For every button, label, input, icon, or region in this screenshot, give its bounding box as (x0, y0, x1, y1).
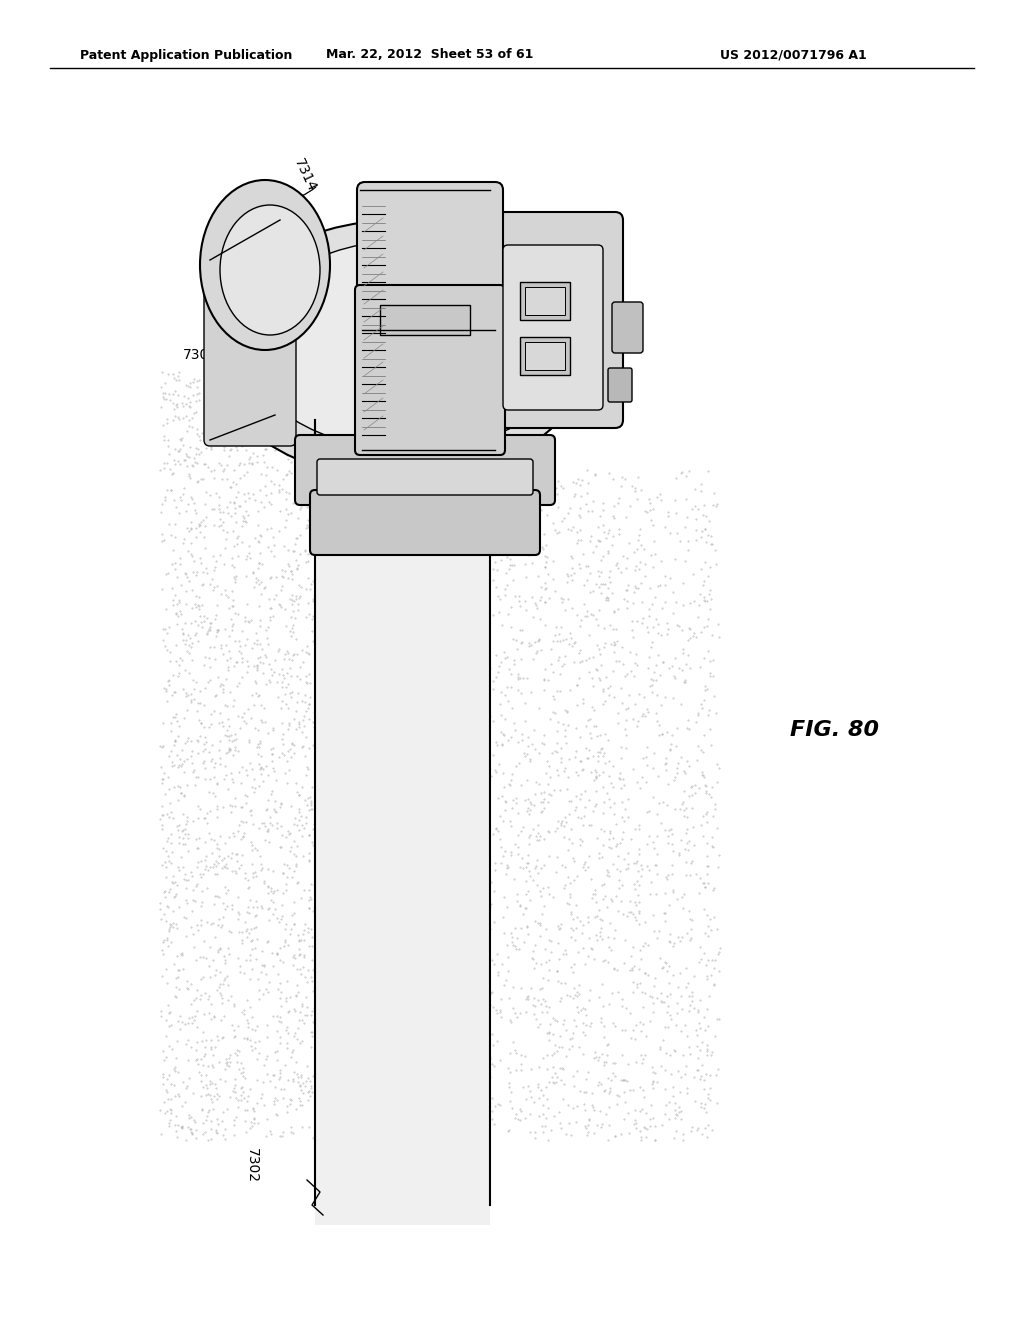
Ellipse shape (245, 240, 575, 450)
FancyBboxPatch shape (612, 302, 643, 352)
Text: 7314: 7314 (291, 156, 318, 194)
FancyBboxPatch shape (295, 436, 555, 506)
Text: Mar. 22, 2012  Sheet 53 of 61: Mar. 22, 2012 Sheet 53 of 61 (327, 49, 534, 62)
Bar (520, 282, 570, 319)
FancyBboxPatch shape (503, 246, 603, 411)
FancyBboxPatch shape (357, 182, 503, 318)
Ellipse shape (210, 220, 590, 480)
Bar (315, 420, 490, 1225)
Bar (380, 305, 470, 335)
Ellipse shape (220, 205, 319, 335)
Text: 7304: 7304 (566, 371, 594, 409)
Text: FIG. 80: FIG. 80 (790, 719, 879, 741)
Text: 7302: 7302 (245, 1147, 259, 1183)
Ellipse shape (200, 180, 330, 350)
FancyBboxPatch shape (310, 490, 540, 554)
Text: 7308: 7308 (182, 348, 217, 362)
FancyBboxPatch shape (608, 368, 632, 403)
Bar (520, 337, 570, 375)
Text: Patent Application Publication: Patent Application Publication (80, 49, 293, 62)
FancyBboxPatch shape (204, 234, 296, 446)
Bar (525, 286, 565, 315)
FancyBboxPatch shape (487, 213, 623, 428)
Text: 1502: 1502 (561, 226, 589, 264)
Text: US 2012/0071796 A1: US 2012/0071796 A1 (720, 49, 866, 62)
FancyBboxPatch shape (317, 459, 534, 495)
FancyBboxPatch shape (355, 285, 505, 455)
Bar (525, 342, 565, 370)
